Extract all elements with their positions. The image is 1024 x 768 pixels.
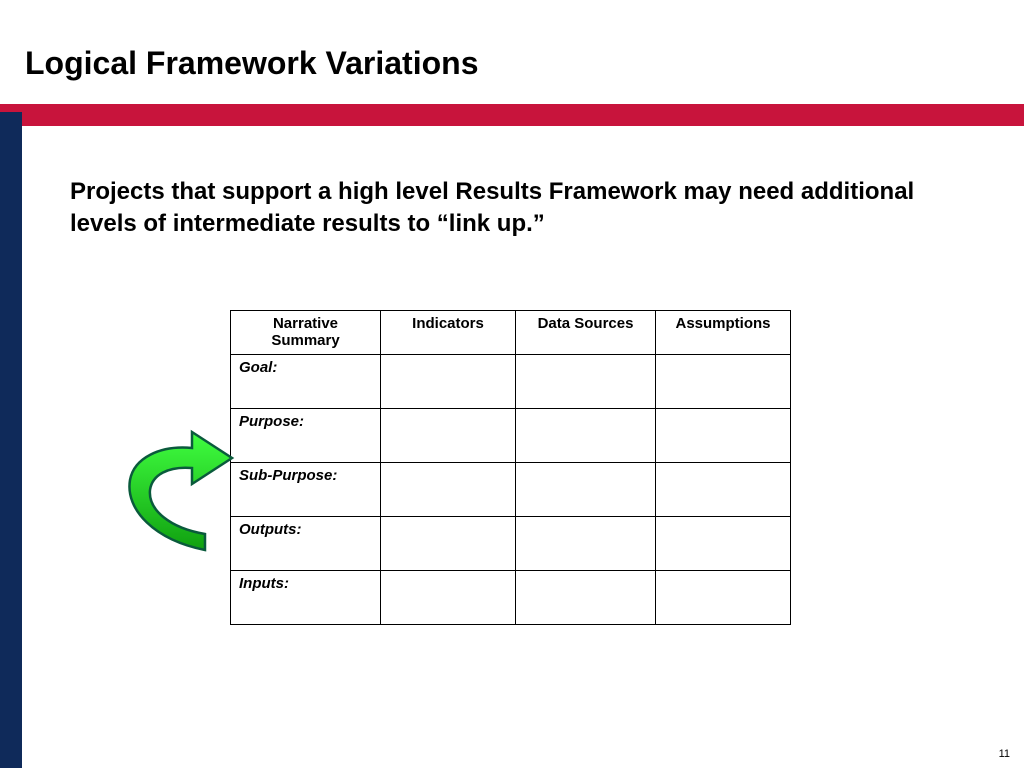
- arrow-shape: [129, 432, 232, 550]
- table-header: Data Sources: [516, 311, 656, 355]
- curved-arrow-icon: [120, 420, 240, 560]
- row-label: Inputs:: [231, 571, 381, 625]
- table-header: Narrative Summary: [231, 311, 381, 355]
- table-row: Outputs:: [231, 517, 791, 571]
- slide-subtitle: Projects that support a high level Resul…: [0, 126, 1024, 241]
- table-row: Goal:: [231, 355, 791, 409]
- row-label: Outputs:: [231, 517, 381, 571]
- table-cell: [381, 517, 516, 571]
- framework-table: Narrative Summary Indicators Data Source…: [230, 310, 791, 625]
- table-cell: [656, 409, 791, 463]
- table-row: Sub-Purpose:: [231, 463, 791, 517]
- table-cell: [656, 463, 791, 517]
- table-row: Purpose:: [231, 409, 791, 463]
- table-cell: [516, 355, 656, 409]
- table-cell: [656, 571, 791, 625]
- slide-title: Logical Framework Variations: [0, 0, 1024, 82]
- table-body: Goal:Purpose:Sub-Purpose:Outputs:Inputs:: [231, 355, 791, 625]
- framework-table-container: Narrative Summary Indicators Data Source…: [230, 310, 791, 625]
- table-header-row: Narrative Summary Indicators Data Source…: [231, 311, 791, 355]
- row-label: Sub-Purpose:: [231, 463, 381, 517]
- table-header: Assumptions: [656, 311, 791, 355]
- table-cell: [381, 571, 516, 625]
- table-header: Indicators: [381, 311, 516, 355]
- left-side-bar: [0, 112, 22, 768]
- table-cell: [516, 571, 656, 625]
- table-cell: [656, 355, 791, 409]
- table-cell: [516, 463, 656, 517]
- table-cell: [381, 409, 516, 463]
- row-label: Goal:: [231, 355, 381, 409]
- table-cell: [516, 409, 656, 463]
- row-label: Purpose:: [231, 409, 381, 463]
- page-number: 11: [999, 748, 1010, 760]
- table-cell: [516, 517, 656, 571]
- table-cell: [656, 517, 791, 571]
- table-cell: [381, 463, 516, 517]
- table-cell: [381, 355, 516, 409]
- table-row: Inputs:: [231, 571, 791, 625]
- red-divider-bar: [0, 104, 1024, 126]
